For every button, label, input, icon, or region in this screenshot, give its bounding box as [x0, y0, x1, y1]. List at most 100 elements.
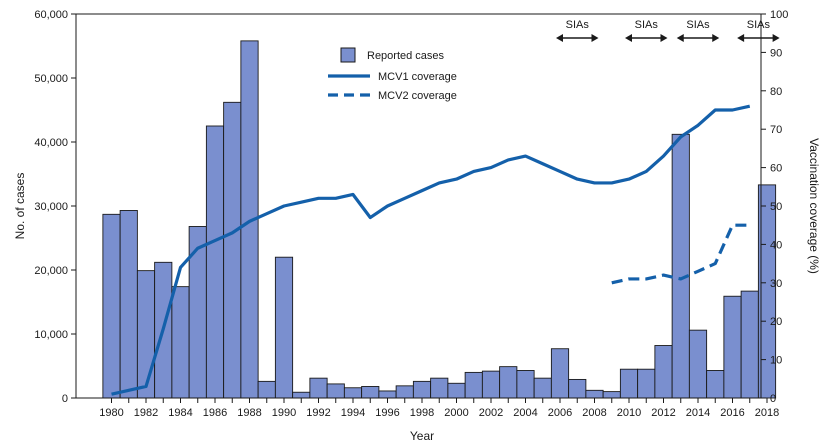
bars-group [102, 40, 777, 399]
y-axis-title: No. of cases [13, 173, 27, 240]
bar-1981 [119, 210, 138, 399]
bar-2003 [499, 366, 518, 399]
sias-label: SIAs [635, 19, 659, 31]
sias-arrow-head-left [625, 34, 632, 42]
x-tick-label: 2002 [479, 407, 503, 419]
bar-2011 [637, 368, 656, 399]
bar-2015 [706, 370, 725, 399]
y2-tick-label: 50 [770, 201, 782, 213]
sias-arrow-head-right [660, 34, 668, 42]
x-tick-label: 1980 [99, 407, 123, 419]
mcv2-coverage-line [611, 223, 750, 285]
y2-tick-label: 70 [770, 124, 782, 136]
y-tick-label: 40,000 [34, 137, 68, 149]
bar-1982 [136, 270, 156, 399]
y2-tick-label: 100 [770, 9, 788, 21]
y2-tick-label: 10 [770, 355, 782, 367]
x-tick-label: 2012 [651, 407, 675, 419]
x-tick-label: 1986 [203, 407, 227, 419]
bar-1999 [430, 377, 449, 399]
bar-2006 [550, 348, 570, 399]
sias-label: SIAs [747, 19, 771, 31]
y2-tick-label: 0 [770, 393, 776, 405]
x-tick-label: 2006 [548, 407, 572, 419]
bar-1980 [102, 213, 121, 399]
y2-tick-label: 40 [770, 239, 782, 251]
sias-label: SIAs [686, 19, 710, 31]
legend-label-mcv2: MCV2 coverage [378, 90, 457, 102]
legend-label-mcv1: MCV1 coverage [378, 71, 457, 83]
x-tick-label: 1992 [306, 407, 330, 419]
bar-2008 [585, 389, 604, 399]
bar-2001 [464, 371, 483, 399]
bar-2005 [533, 377, 552, 399]
bar-1985 [188, 226, 207, 399]
sias-arrow-head-right [712, 34, 720, 42]
sias-annotations: SIAs SIAs SIAs SIAs [556, 19, 780, 42]
y-tick-label: 50,000 [34, 73, 68, 85]
bar-1986 [205, 125, 225, 399]
bar-2010 [619, 368, 639, 399]
x-tick-label: 1994 [341, 407, 365, 419]
bar-1997 [395, 385, 414, 399]
bar-1991 [292, 391, 311, 399]
y2-tick-label: 30 [770, 278, 782, 290]
sias-label: SIAs [566, 19, 590, 31]
x-tick-label: 1990 [272, 407, 296, 419]
ticks-group: 0 10,000 20,000 30,000 40,000 50,000 60,000 0 10… [34, 9, 788, 419]
bar-1994 [343, 387, 363, 399]
x-tick-label: 1988 [237, 407, 261, 419]
bar-2009 [602, 391, 621, 399]
sias-arrow-head-left [676, 34, 684, 42]
bar-1992 [309, 377, 328, 399]
bar-1984 [171, 286, 190, 399]
y2-tick-label: 90 [770, 47, 782, 59]
y-tick-label: 10,000 [34, 329, 68, 341]
x-tick-label: 2000 [444, 407, 468, 419]
x-tick-label: 2010 [617, 407, 641, 419]
bar-2016 [723, 295, 742, 399]
bar-2013 [671, 133, 690, 399]
y-tick-label: 20,000 [34, 265, 68, 277]
bar-1996 [378, 390, 397, 399]
legend: Reported cases MCV1 coverage MCV2 covera… [328, 47, 457, 102]
y2-tick-label: 60 [770, 163, 782, 175]
y2-tick-label: 80 [770, 86, 782, 98]
sias-arrow-head-right [591, 34, 599, 42]
bar-1987 [223, 101, 242, 399]
bar-1989 [257, 380, 276, 399]
x-tick-label: 1996 [375, 407, 399, 419]
bar-1995 [361, 386, 380, 399]
bar-1998 [412, 380, 432, 399]
bar-1993 [326, 383, 345, 399]
bar-2004 [516, 370, 535, 399]
x-tick-label: 2014 [686, 407, 710, 419]
sias-arrow-head-left [556, 34, 563, 42]
x-tick-label: 2004 [513, 407, 537, 419]
bar-2007 [568, 378, 587, 399]
x-tick-label: 2008 [582, 407, 606, 419]
bar-2017 [740, 290, 759, 399]
legend-swatch-reported-cases [340, 47, 356, 63]
y2-axis-title: Vaccination coverage (%) [807, 138, 821, 274]
mcv1-coverage-line [111, 104, 751, 396]
sias-arrow-head-right [772, 34, 780, 42]
bar-2002 [481, 370, 501, 399]
x-axis-title: Year [410, 429, 434, 443]
x-tick-label: 1982 [134, 407, 158, 419]
lines-group [111, 104, 751, 396]
bar-2000 [447, 382, 466, 399]
bar-2012 [654, 345, 673, 399]
x-tick-label: 1984 [168, 407, 192, 419]
bar-1990 [274, 256, 294, 399]
sias-arrow-head-left [737, 34, 745, 42]
y-tick-label: 30,000 [34, 201, 68, 213]
x-tick-label: 1998 [410, 407, 434, 419]
x-tick-label: 2016 [720, 407, 744, 419]
y-tick-label: 0 [62, 393, 68, 405]
x-tick-label: 2018 [755, 407, 779, 419]
y2-tick-label: 20 [770, 316, 782, 328]
legend-label-reported-cases: Reported cases [367, 50, 445, 62]
y-tick-label: 60,000 [34, 9, 68, 21]
